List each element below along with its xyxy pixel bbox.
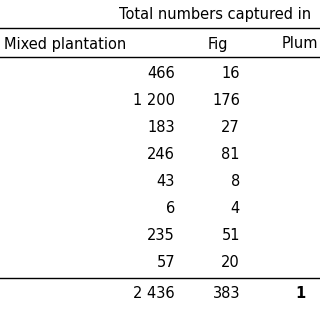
Text: 51: 51	[221, 228, 240, 243]
Text: 6: 6	[166, 201, 175, 216]
Text: 1: 1	[295, 285, 305, 300]
Text: 8: 8	[231, 174, 240, 189]
Text: 57: 57	[156, 255, 175, 270]
Text: 16: 16	[221, 66, 240, 81]
Text: Total numbers captured in: Total numbers captured in	[119, 6, 311, 21]
Text: 2 436: 2 436	[133, 285, 175, 300]
Text: 176: 176	[212, 93, 240, 108]
Text: 81: 81	[221, 147, 240, 162]
Text: 43: 43	[156, 174, 175, 189]
Text: 466: 466	[147, 66, 175, 81]
Text: 20: 20	[221, 255, 240, 270]
Text: 1 200: 1 200	[133, 93, 175, 108]
Text: 4: 4	[231, 201, 240, 216]
Text: 27: 27	[221, 120, 240, 135]
Text: 235: 235	[147, 228, 175, 243]
Text: 183: 183	[148, 120, 175, 135]
Text: 246: 246	[147, 147, 175, 162]
Text: Fig: Fig	[208, 36, 228, 52]
Text: Mixed plantation: Mixed plantation	[4, 36, 126, 52]
Text: Plum: Plum	[282, 36, 318, 52]
Text: 383: 383	[212, 285, 240, 300]
